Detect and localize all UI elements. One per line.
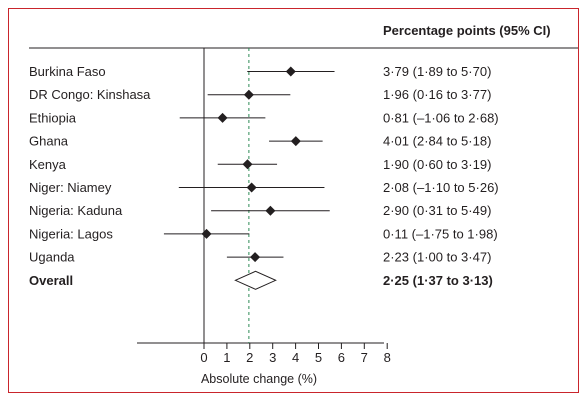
- row-label: Kenya: [29, 157, 67, 172]
- row: Ghana 4·01 (2·84 to 5·18): [29, 134, 491, 149]
- point-estimate-marker: [243, 89, 254, 100]
- row: Ethiopia 0·81 (–1·06 to 2·68): [29, 110, 499, 125]
- row-label: Ghana: [29, 134, 69, 149]
- x-axis-title: Absolute change (%): [201, 372, 317, 386]
- x-tick-label: 1: [223, 350, 230, 365]
- x-tick-label: 8: [384, 350, 391, 365]
- ticks-group: 0 1 2 3 4 5 6 7 8: [200, 343, 391, 365]
- row-value: 3·79 (1·89 to 5·70): [383, 64, 491, 79]
- rows-group: Burkina Faso 3·79 (1·89 to 5·70) DR Congo:…: [29, 64, 499, 290]
- row-value: 0·11 (–1·75 to 1·98): [383, 226, 498, 241]
- row-label: Ethiopia: [29, 110, 77, 125]
- overall-row: Overall 2·25 (1·37 to 3·13): [29, 270, 493, 290]
- row: Kenya 1·90 (0·60 to 3·19): [29, 157, 491, 172]
- x-tick-label: 7: [361, 350, 368, 365]
- row-value: 1·90 (0·60 to 3·19): [383, 157, 491, 172]
- row: DR Congo: Kinshasa 1·96 (0·16 to 3·77): [29, 87, 491, 102]
- row-value: 0·81 (–1·06 to 2·68): [383, 110, 499, 125]
- row: Nigeria: Lagos 0·11 (–1·75 to 1·98): [29, 226, 498, 241]
- overall-label: Overall: [29, 273, 73, 288]
- point-estimate-marker: [242, 159, 253, 170]
- point-estimate-marker: [250, 252, 261, 263]
- x-tick-label: 6: [338, 350, 345, 365]
- x-tick-label: 5: [315, 350, 322, 365]
- row-value: 2·23 (1·00 to 3·47): [383, 250, 491, 265]
- point-estimate-marker: [201, 228, 212, 239]
- point-estimate-marker: [285, 66, 296, 77]
- row: Uganda 2·23 (1·00 to 3·47): [29, 250, 491, 265]
- row-label: Burkina Faso: [29, 64, 106, 79]
- overall-value: 2·25 (1·37 to 3·13): [383, 273, 493, 288]
- row-value: 4·01 (2·84 to 5·18): [383, 134, 491, 149]
- column-header: Percentage points (95% CI): [383, 23, 551, 38]
- point-estimate-marker: [246, 182, 257, 193]
- row-value: 2·08 (–1·10 to 5·26): [383, 180, 499, 195]
- row-label: DR Congo: Kinshasa: [29, 87, 151, 102]
- row-label: Niger: Niamey: [29, 180, 112, 195]
- row-label: Nigeria: Lagos: [29, 226, 113, 241]
- row-label: Uganda: [29, 250, 75, 265]
- x-tick-label: 3: [269, 350, 276, 365]
- row: Burkina Faso 3·79 (1·89 to 5·70): [29, 64, 491, 79]
- x-tick-label: 2: [246, 350, 253, 365]
- point-estimate-marker: [265, 205, 276, 216]
- row-label: Nigeria: Kaduna: [29, 203, 123, 218]
- x-tick-label: 4: [292, 350, 299, 365]
- row-value: 2·90 (0·31 to 5·49): [383, 203, 491, 218]
- row: Nigeria: Kaduna 2·90 (0·31 to 5·49): [29, 203, 491, 218]
- x-tick-label: 0: [200, 350, 207, 365]
- point-estimate-marker: [290, 136, 301, 147]
- row-value: 1·96 (0·16 to 3·77): [383, 87, 491, 102]
- overall-diamond: [234, 270, 277, 290]
- point-estimate-marker: [217, 112, 228, 123]
- row: Niger: Niamey 2·08 (–1·10 to 5·26): [29, 180, 499, 195]
